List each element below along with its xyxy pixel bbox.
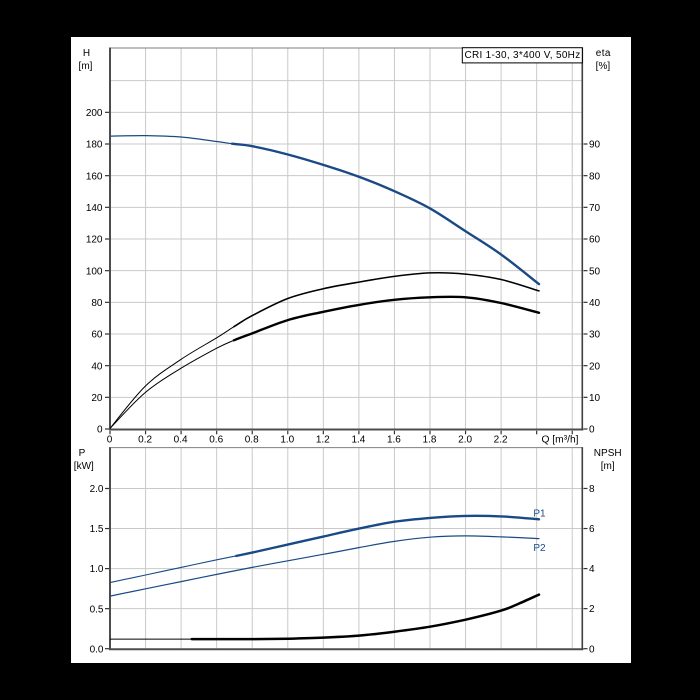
svg-text:0: 0	[589, 644, 595, 655]
svg-text:[kW]: [kW]	[74, 461, 94, 472]
svg-text:2: 2	[589, 604, 595, 615]
svg-text:1.8: 1.8	[423, 435, 437, 446]
svg-text:0: 0	[97, 425, 103, 436]
svg-text:0.4: 0.4	[174, 435, 188, 446]
svg-text:60: 60	[91, 330, 103, 341]
svg-text:Q [m³/h]: Q [m³/h]	[542, 435, 579, 446]
svg-text:1.5: 1.5	[90, 524, 104, 535]
svg-text:20: 20	[91, 393, 103, 404]
svg-text:180: 180	[86, 140, 103, 151]
svg-text:80: 80	[91, 298, 103, 309]
svg-text:P2: P2	[533, 543, 546, 554]
svg-text:1.2: 1.2	[316, 435, 330, 446]
svg-text:6: 6	[589, 524, 595, 535]
svg-text:0.5: 0.5	[90, 604, 104, 615]
svg-text:2.2: 2.2	[494, 435, 508, 446]
svg-text:40: 40	[589, 298, 601, 309]
svg-text:1.6: 1.6	[387, 435, 401, 446]
svg-text:0.0: 0.0	[90, 644, 104, 655]
svg-text:0.6: 0.6	[209, 435, 223, 446]
svg-text:90: 90	[589, 140, 601, 151]
svg-text:0.8: 0.8	[245, 435, 259, 446]
svg-text:1.4: 1.4	[351, 435, 365, 446]
svg-text:20: 20	[589, 361, 601, 372]
svg-text:2.0: 2.0	[90, 484, 104, 495]
svg-text:NPSH: NPSH	[594, 448, 622, 459]
svg-text:[m]: [m]	[79, 61, 93, 72]
svg-text:50: 50	[589, 266, 601, 277]
svg-text:2.0: 2.0	[458, 435, 472, 446]
svg-text:1.0: 1.0	[90, 564, 104, 575]
svg-text:200: 200	[86, 108, 103, 119]
svg-text:0: 0	[107, 435, 113, 446]
svg-text:40: 40	[91, 361, 103, 372]
svg-text:100: 100	[86, 266, 103, 277]
svg-text:eta: eta	[596, 48, 611, 59]
svg-text:8: 8	[589, 484, 595, 495]
svg-text:160: 160	[86, 171, 103, 182]
svg-text:[m]: [m]	[601, 461, 615, 472]
svg-text:4: 4	[589, 564, 595, 575]
svg-text:CRI 1-30, 3*400 V, 50Hz: CRI 1-30, 3*400 V, 50Hz	[464, 50, 580, 61]
svg-text:0: 0	[589, 425, 595, 436]
svg-text:H: H	[83, 48, 90, 59]
svg-text:60: 60	[589, 235, 601, 246]
svg-text:10: 10	[589, 393, 601, 404]
svg-text:1.0: 1.0	[280, 435, 294, 446]
svg-text:P1: P1	[533, 508, 546, 519]
svg-text:30: 30	[589, 330, 601, 341]
svg-text:140: 140	[86, 203, 103, 214]
svg-text:[%]: [%]	[596, 61, 611, 72]
svg-text:0.2: 0.2	[138, 435, 152, 446]
svg-text:80: 80	[589, 171, 601, 182]
svg-text:P: P	[79, 448, 86, 459]
svg-text:120: 120	[86, 235, 103, 246]
svg-text:70: 70	[589, 203, 601, 214]
